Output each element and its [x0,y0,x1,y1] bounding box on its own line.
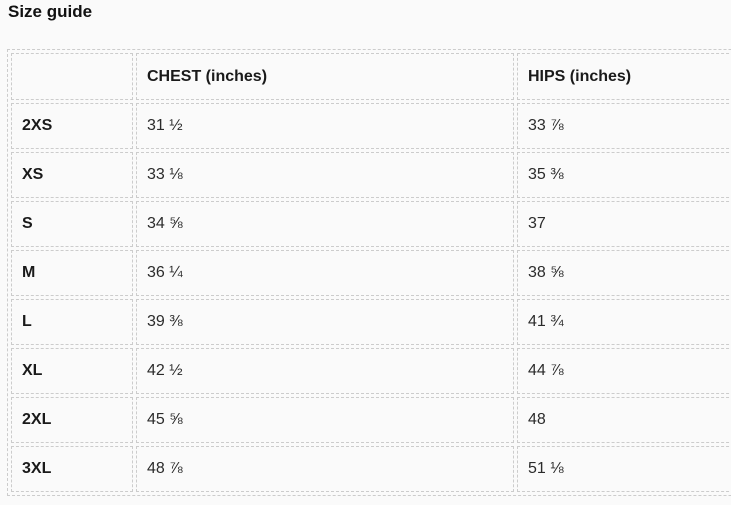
hips-column-header: HIPS (inches) [517,53,731,100]
header-row: CHEST (inches) HIPS (inches) [11,53,731,100]
row-hips-value: 41 ¾ [517,299,731,345]
table-row: XS 33 ⅛ 35 ⅜ [11,152,731,198]
row-size-label: 3XL [11,446,133,492]
row-hips-value: 33 ⅞ [517,103,731,149]
row-size-label: XS [11,152,133,198]
table-row: 2XL 45 ⅝ 48 [11,397,731,443]
row-chest-value: 42 ½ [136,348,514,394]
table-row: M 36 ¼ 38 ⅝ [11,250,731,296]
row-chest-value: 33 ⅛ [136,152,514,198]
row-size-label: XL [11,348,133,394]
chest-column-header: CHEST (inches) [136,53,514,100]
row-chest-value: 45 ⅝ [136,397,514,443]
table-row: S 34 ⅝ 37 [11,201,731,247]
row-chest-value: 39 ⅜ [136,299,514,345]
row-size-label: 2XL [11,397,133,443]
row-chest-value: 36 ¼ [136,250,514,296]
corner-cell [11,53,133,100]
row-hips-value: 48 [517,397,731,443]
table-row: XL 42 ½ 44 ⅞ [11,348,731,394]
row-hips-value: 51 ⅛ [517,446,731,492]
row-chest-value: 48 ⅞ [136,446,514,492]
row-hips-value: 38 ⅝ [517,250,731,296]
row-chest-value: 34 ⅝ [136,201,514,247]
row-hips-value: 44 ⅞ [517,348,731,394]
table-row: L 39 ⅜ 41 ¾ [11,299,731,345]
size-guide-table-container: CHEST (inches) HIPS (inches) 2XS 31 ½ 33 ⅞… [0,49,731,496]
row-size-label: M [11,250,133,296]
row-size-label: 2XS [11,103,133,149]
table-row: 2XS 31 ½ 33 ⅞ [11,103,731,149]
row-size-label: L [11,299,133,345]
row-hips-value: 37 [517,201,731,247]
table-row: 3XL 48 ⅞ 51 ⅛ [11,446,731,492]
table-body: 2XS 31 ½ 33 ⅞ XS 33 ⅛ 35 ⅜ S 34 ⅝ 37 M 36 ¼ 38 ⅝ L 39… [11,103,731,492]
page-title: Size guide [8,2,93,21]
row-hips-value: 35 ⅜ [517,152,731,198]
row-size-label: S [11,201,133,247]
size-guide-table: CHEST (inches) HIPS (inches) 2XS 31 ½ 33 ⅞… [7,49,731,496]
row-chest-value: 31 ½ [136,103,514,149]
